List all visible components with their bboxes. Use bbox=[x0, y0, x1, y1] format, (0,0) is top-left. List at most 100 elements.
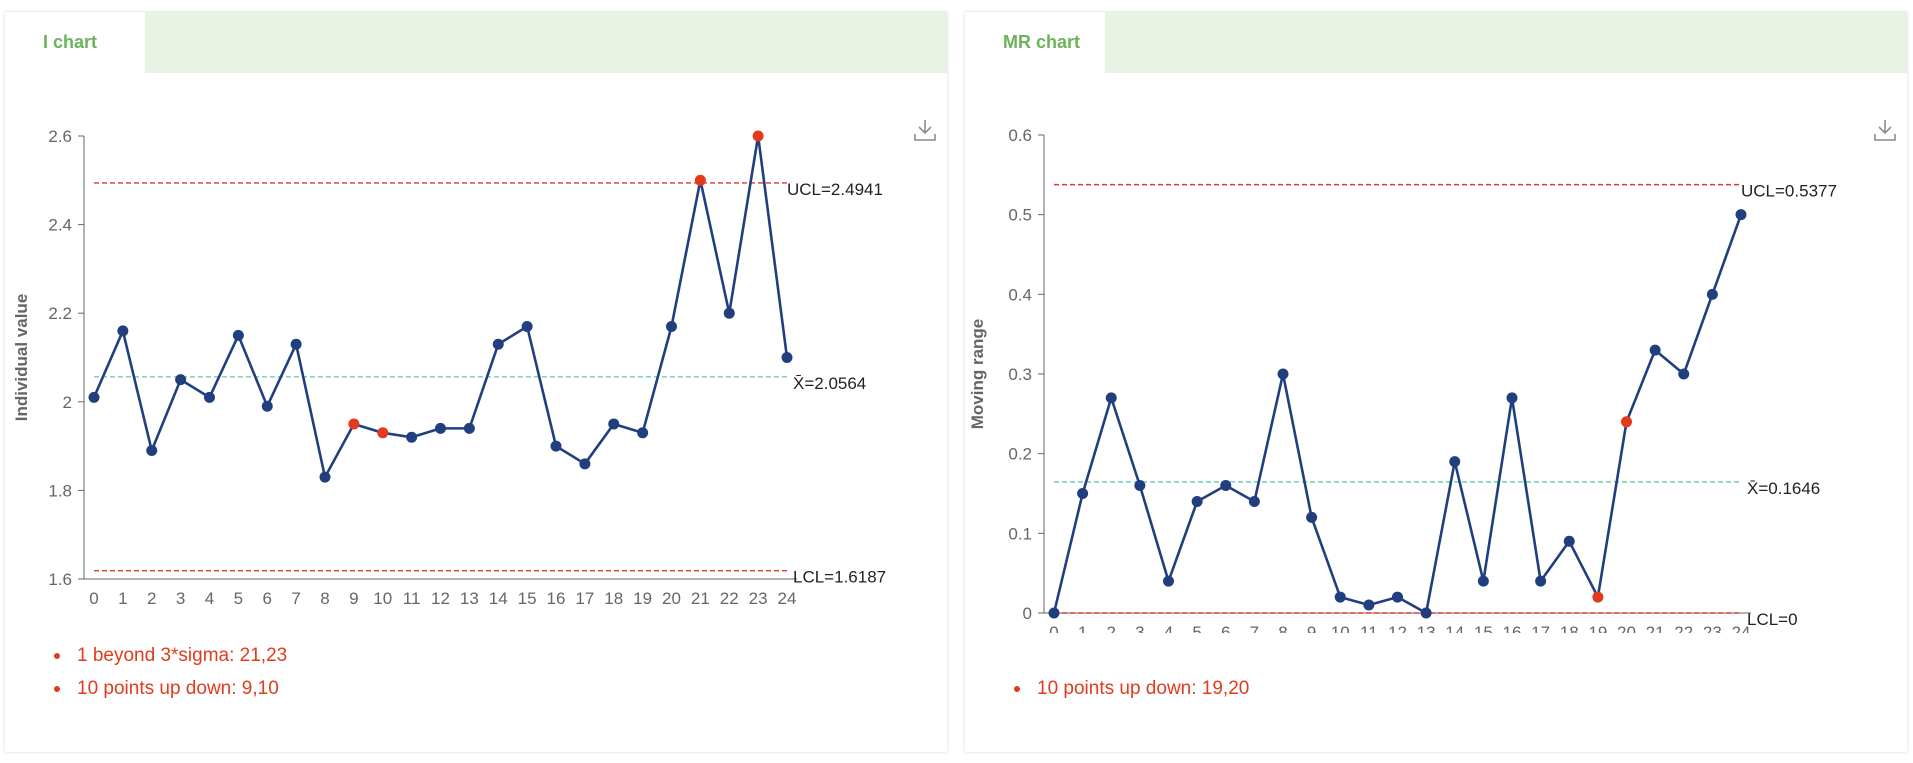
i-chart-tabbar: I chart bbox=[5, 12, 947, 73]
i-chart-data-point bbox=[492, 338, 504, 350]
rule-violation-item: 10 points up down: 19,20 bbox=[1003, 672, 1249, 705]
i-chart-data-point bbox=[406, 431, 418, 443]
mr-chart-x-tick-label: 17 bbox=[1531, 623, 1550, 633]
mr-chart-x-tick-label: 4 bbox=[1164, 623, 1173, 633]
mr-chart-data-point bbox=[1048, 607, 1060, 619]
mr-chart-data-point bbox=[1735, 209, 1747, 221]
mr-chart-center-label: X̄=0.1646 bbox=[1747, 479, 1820, 498]
mr-chart-data-point bbox=[1220, 480, 1232, 492]
mr-chart-x-tick-label: 6 bbox=[1221, 623, 1230, 633]
mr-chart-y-axis-label: Moving range bbox=[968, 319, 987, 430]
i-chart-x-tick-label: 2 bbox=[147, 589, 156, 608]
i-chart-x-tick-label: 22 bbox=[720, 589, 739, 608]
i-chart-data-point bbox=[579, 458, 591, 470]
i-chart-x-tick-label: 12 bbox=[431, 589, 450, 608]
i-chart-data-point bbox=[88, 391, 100, 403]
mr-chart-data-point bbox=[1563, 535, 1575, 547]
i-chart-y-tick-label: 1.8 bbox=[48, 481, 72, 500]
mr-chart-y-tick-label: 0 bbox=[1023, 604, 1032, 623]
mr-chart-y-tick-label: 0.4 bbox=[1008, 285, 1032, 304]
i-chart-x-tick-label: 6 bbox=[263, 589, 272, 608]
mr-chart-data-point bbox=[1649, 344, 1661, 356]
mr-chart-data-point bbox=[1477, 575, 1489, 587]
i-chart-x-tick-label: 0 bbox=[89, 589, 98, 608]
mr-chart-y-tick-label: 0.1 bbox=[1008, 524, 1032, 543]
mr-chart-x-tick-label: 5 bbox=[1192, 623, 1201, 633]
i-chart-alert-point bbox=[377, 427, 389, 439]
tab-mr-chart[interactable]: MR chart bbox=[965, 12, 1105, 73]
i-chart-alert-point bbox=[752, 130, 764, 142]
mr-chart-data-point bbox=[1706, 288, 1718, 300]
mr-chart-y-tick-label: 0.5 bbox=[1008, 206, 1032, 225]
i-chart-x-tick-label: 10 bbox=[373, 589, 392, 608]
i-chart-y-tick-label: 1.6 bbox=[48, 570, 72, 589]
i-chart-data-point bbox=[290, 338, 302, 350]
mr-chart-x-tick-label: 16 bbox=[1503, 623, 1522, 633]
mr-chart-x-tick-label: 18 bbox=[1560, 623, 1579, 633]
mr-chart-data-point bbox=[1506, 392, 1518, 404]
mr-chart-x-tick-label: 12 bbox=[1388, 623, 1407, 633]
mr-chart-data-point bbox=[1105, 392, 1117, 404]
i-chart-x-tick-label: 16 bbox=[547, 589, 566, 608]
mr-chart-x-tick-label: 10 bbox=[1331, 623, 1350, 633]
i-chart-y-tick-label: 2 bbox=[63, 393, 72, 412]
mr-chart-data-point bbox=[1334, 591, 1346, 603]
i-chart-alert-point bbox=[348, 418, 360, 430]
i-chart-panel: I chart 1.6 1.8 2 2.2 2.4 2.6 0 1 2 3 4 5 6 7 8 9 10 11 12… bbox=[5, 12, 947, 752]
i-chart-x-tick-label: 11 bbox=[403, 589, 421, 608]
i-chart-y-tick-label: 2.2 bbox=[48, 304, 72, 323]
i-chart-x-tick-label: 1 bbox=[118, 589, 127, 608]
i-chart-x-tick-label: 13 bbox=[460, 589, 479, 608]
download-icon[interactable] bbox=[1873, 118, 1897, 142]
mr-chart-x-tick-label: 21 bbox=[1646, 623, 1665, 633]
mr-chart-x-tick-label: 19 bbox=[1588, 623, 1607, 633]
rule-violation-item: 1 beyond 3*sigma: 21,23 bbox=[43, 639, 287, 672]
i-chart-data-point bbox=[637, 427, 649, 439]
mr-chart-data-point bbox=[1678, 368, 1690, 380]
mr-chart-data-point bbox=[1306, 511, 1318, 523]
mr-chart-data-point bbox=[1392, 591, 1403, 603]
mr-chart-y-tick-label: 0.6 bbox=[1008, 126, 1032, 145]
i-chart-alert-point bbox=[694, 174, 706, 186]
i-chart-x-tick-label: 9 bbox=[349, 589, 358, 608]
mr-chart-tabbar: MR chart bbox=[965, 12, 1907, 73]
mr-chart-x-tick-label: 2 bbox=[1107, 623, 1116, 633]
i-chart-data-point bbox=[550, 440, 562, 452]
i-chart-data-point bbox=[666, 320, 677, 332]
mr-chart-panel: MR chart 0 0.1 0.2 0.3 0.4 0.5 0.6 0 1 2 3 4 5 6 7 8 9 10… bbox=[965, 12, 1907, 752]
mr-chart-series-line bbox=[1052, 214, 1743, 615]
i-chart-data-point bbox=[521, 320, 533, 332]
mr-chart-rule-violations: 10 points up down: 19,20 bbox=[1003, 672, 1249, 705]
i-chart-x-tick-label: 18 bbox=[604, 589, 623, 608]
i-chart-data-point bbox=[608, 418, 620, 430]
mr-chart-x-tick-label: 24 bbox=[1732, 623, 1751, 633]
mr-chart-x-tick-label: 15 bbox=[1474, 623, 1493, 633]
i-chart-x-tick-label: 21 bbox=[691, 589, 710, 608]
i-chart-y-tick-label: 2.6 bbox=[48, 127, 72, 146]
i-chart-x-tick-label: 15 bbox=[518, 589, 537, 608]
i-chart-data-point bbox=[117, 325, 129, 337]
rule-violation-item: 10 points up down: 9,10 bbox=[43, 672, 287, 705]
download-icon[interactable] bbox=[913, 118, 937, 142]
i-chart-data-point bbox=[261, 400, 273, 412]
i-chart-x-tick-label: 14 bbox=[489, 589, 508, 608]
mr-chart-data-point bbox=[1163, 575, 1174, 587]
mr-chart-x-tick-label: 3 bbox=[1135, 623, 1144, 633]
i-chart-data-point bbox=[435, 422, 446, 434]
i-chart-data-point bbox=[781, 352, 793, 363]
i-chart-x-tick-label: 24 bbox=[778, 589, 797, 608]
mr-chart-x-tick-label: 20 bbox=[1617, 623, 1636, 633]
mr-chart-x-tick-label: 9 bbox=[1307, 623, 1316, 633]
mr-chart-x-tick-label: 8 bbox=[1278, 623, 1287, 633]
i-chart-y-axis-label: Individual value bbox=[12, 294, 31, 422]
mr-chart-data-point bbox=[1277, 368, 1289, 380]
mr-chart-x-tick-label: 23 bbox=[1703, 623, 1722, 633]
mr-chart-alert-point bbox=[1592, 591, 1604, 603]
tab-i-chart[interactable]: I chart bbox=[5, 12, 145, 73]
i-chart-x-tick-label: 23 bbox=[749, 589, 768, 608]
mr-chart-y-tick-label: 0.2 bbox=[1008, 445, 1032, 464]
mr-chart-y-tick-label: 0.3 bbox=[1008, 365, 1032, 384]
mr-chart-lcl-label: LCL=0 bbox=[1747, 610, 1798, 629]
mr-chart-x-tick-label: 13 bbox=[1417, 623, 1436, 633]
i-chart-plot: 1.61.822.22.42.60 1 2 3 4 5 6 7 8 9 10 11 12 13 14 15 16… bbox=[12, 127, 886, 608]
